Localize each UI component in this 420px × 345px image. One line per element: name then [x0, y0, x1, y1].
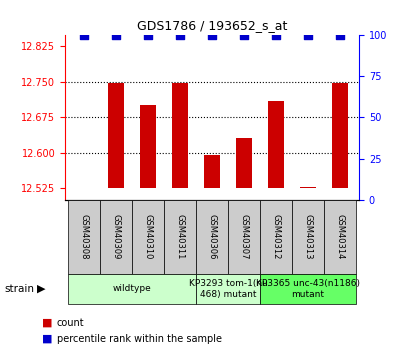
Text: count: count [57, 318, 84, 327]
Bar [268, 101, 284, 188]
Bar [300, 187, 316, 188]
Point [209, 32, 215, 37]
Text: GSM40311: GSM40311 [176, 215, 185, 260]
Point [145, 32, 152, 37]
Text: GSM40310: GSM40310 [144, 215, 153, 260]
Point [113, 32, 120, 37]
Bar [140, 106, 156, 188]
Title: GDS1786 / 193652_s_at: GDS1786 / 193652_s_at [137, 19, 287, 32]
Text: GSM40314: GSM40314 [336, 215, 344, 260]
Text: wildtype: wildtype [113, 284, 152, 294]
Text: GSM40309: GSM40309 [112, 215, 121, 260]
Text: GSM40313: GSM40313 [304, 215, 312, 260]
Text: KP3365 unc-43(n1186)
mutant: KP3365 unc-43(n1186) mutant [256, 279, 360, 299]
Text: GSM40312: GSM40312 [271, 215, 281, 260]
Point [241, 32, 247, 37]
Text: strain: strain [4, 284, 34, 294]
Bar [172, 83, 188, 188]
Bar [204, 155, 220, 188]
Bar [236, 138, 252, 188]
Bar [332, 83, 348, 188]
Bar [108, 83, 124, 188]
Text: KP3293 tom-1(nu
468) mutant: KP3293 tom-1(nu 468) mutant [189, 279, 268, 299]
Text: ▶: ▶ [37, 284, 45, 294]
Point [336, 32, 343, 37]
Point [177, 32, 184, 37]
Text: percentile rank within the sample: percentile rank within the sample [57, 334, 222, 344]
Text: ■: ■ [42, 334, 52, 344]
Point [81, 32, 88, 37]
Text: GSM40307: GSM40307 [239, 215, 249, 260]
Point [273, 32, 279, 37]
Point [304, 32, 311, 37]
Text: GSM40308: GSM40308 [80, 215, 89, 260]
Text: GSM40306: GSM40306 [207, 215, 217, 260]
Text: ■: ■ [42, 318, 52, 327]
